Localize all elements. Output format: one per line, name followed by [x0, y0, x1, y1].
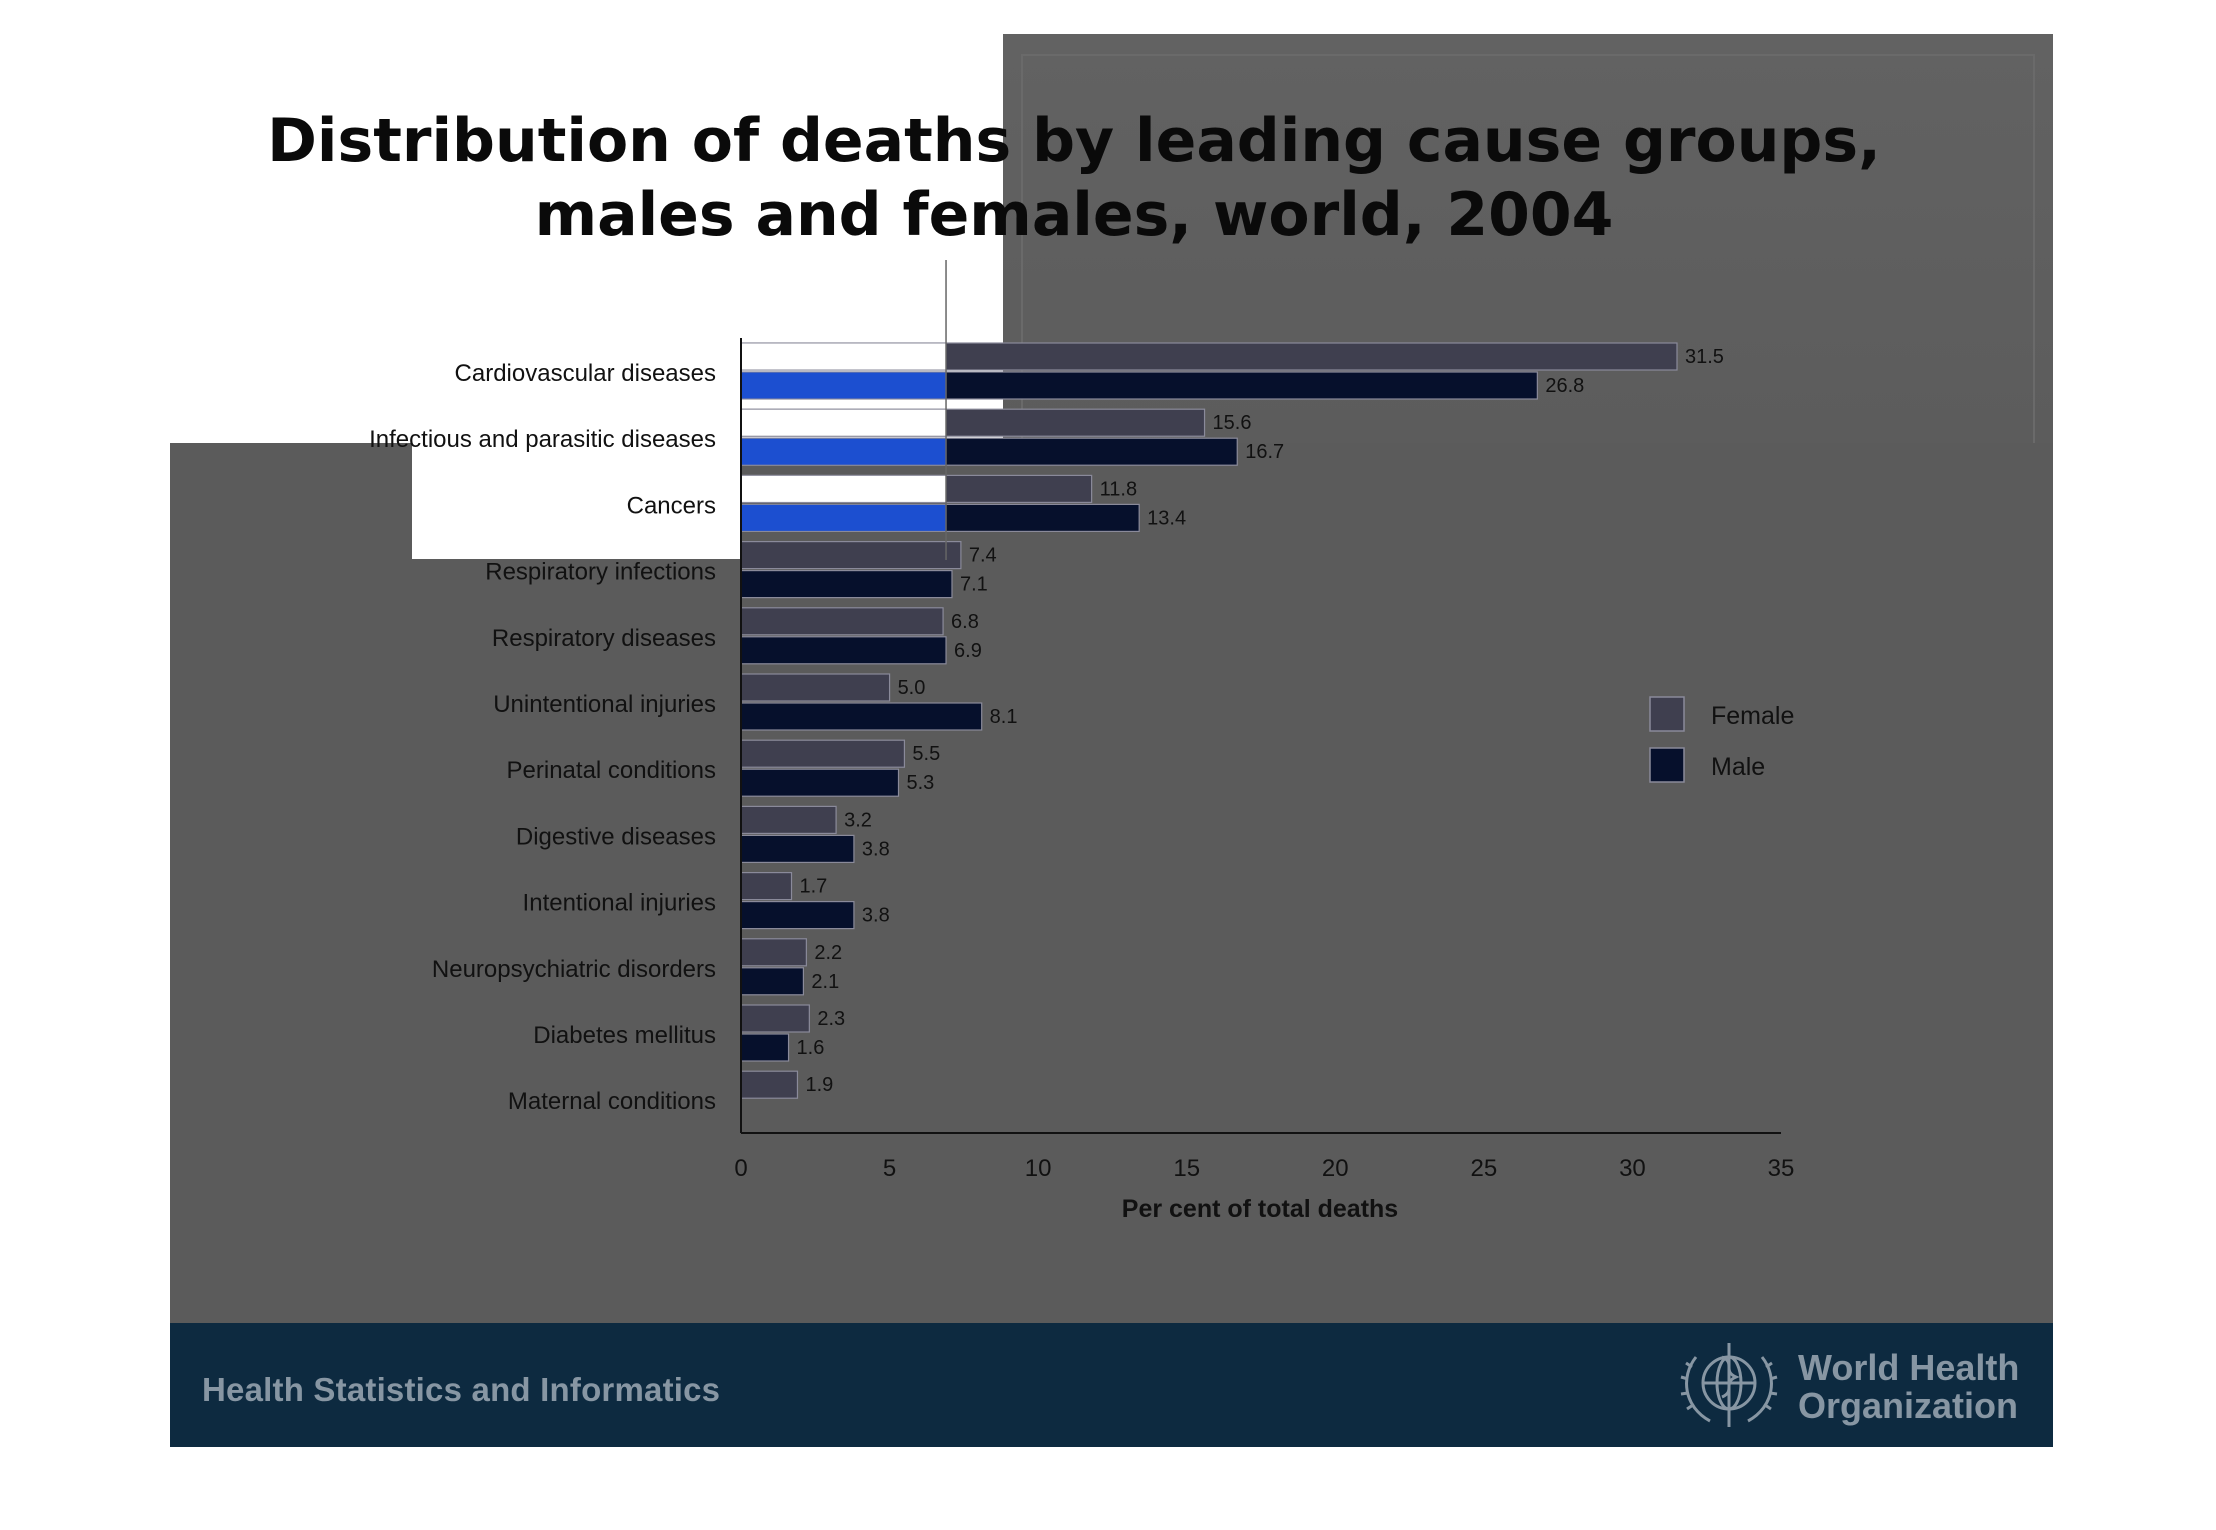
value-label-female-digestive-diseases: 3.2 [844, 809, 872, 831]
category-label-neuropsychiatric-disorders: Neuropsychiatric disorders [432, 956, 716, 983]
category-label-unintentional-injuries: Unintentional injuries [493, 691, 716, 718]
category-label-maternal-conditions: Maternal conditions [508, 1088, 716, 1115]
bars-layer [740, 260, 1678, 1099]
value-label-male-infectious-and-parasitic-diseases: 16.7 [1245, 441, 1284, 463]
slide-frame [1021, 54, 2035, 444]
value-label-male-cardiovascular-diseases: 26.8 [1545, 375, 1584, 397]
highlight-male-cardiovascular-diseases [740, 371, 947, 400]
bar-female-digestive-diseases [740, 805, 837, 835]
value-label-male-unintentional-injuries: 8.1 [990, 706, 1018, 728]
legend-label-male: Male [1711, 753, 1765, 781]
category-label-cardiovascular-diseases: Cardiovascular diseases [455, 360, 716, 387]
x-tick-label: 10 [1025, 1155, 1052, 1182]
who-name-line-1: World Health [1798, 1347, 2020, 1388]
value-label-male-respiratory-infections: 7.1 [960, 574, 988, 596]
value-label-male-neuropsychiatric-disorders: 2.1 [811, 971, 839, 993]
bar-male-digestive-diseases [740, 834, 855, 864]
value-label-female-intentional-injuries: 1.7 [800, 876, 828, 898]
value-label-female-unintentional-injuries: 5.0 [898, 677, 926, 699]
value-label-male-perinatal-conditions: 5.3 [906, 772, 934, 794]
category-label-digestive-diseases: Digestive diseases [516, 823, 716, 850]
bar-male-neuropsychiatric-disorders [740, 967, 805, 996]
x-tick-label: 15 [1173, 1155, 1200, 1182]
value-label-male-intentional-injuries: 3.8 [862, 905, 890, 927]
category-label-infectious-and-parasitic-diseases: Infectious and parasitic diseases [369, 426, 716, 453]
category-label-intentional-injuries: Intentional injuries [523, 890, 716, 917]
highlight-female-cancers [740, 474, 947, 503]
x-tick-label: 20 [1322, 1155, 1349, 1182]
bar-male-respiratory-diseases [740, 636, 947, 665]
value-label-female-cardiovascular-diseases: 31.5 [1685, 346, 1724, 368]
who-name: World Health Organization [1798, 1349, 2019, 1425]
bar-female-diabetes-mellitus [740, 1004, 810, 1033]
x-tick-label: 35 [1768, 1155, 1795, 1182]
x-tick-label: 0 [734, 1155, 747, 1182]
legend-swatch-male [1649, 747, 1685, 783]
bar-male-perinatal-conditions [740, 768, 900, 797]
value-label-female-perinatal-conditions: 5.5 [912, 743, 940, 765]
value-label-female-maternal-conditions: 1.9 [805, 1074, 833, 1096]
labels-layer: 31.5 26.8 Cardiovascular diseases 15.6 16.7 I… [369, 346, 1724, 1115]
highlight-male-infectious-and-parasitic-diseases [740, 437, 947, 466]
value-label-male-respiratory-diseases: 6.9 [954, 640, 982, 662]
bar-female-neuropsychiatric-disorders [740, 938, 807, 967]
bar-female-unintentional-injuries [740, 673, 891, 702]
bar-male-respiratory-infections [740, 569, 953, 599]
x-axis: 0 5 10 15 20 25 30 35 Per cent of total deaths [734, 338, 1794, 1223]
x-tick-label: 25 [1471, 1155, 1498, 1182]
category-label-cancers: Cancers [627, 492, 716, 519]
bar-female-respiratory-diseases [740, 607, 944, 636]
chart-title: Distribution of deaths by leading cause … [170, 104, 1978, 252]
footer-band: Health Statistics and Informatics World … [170, 1323, 2053, 1447]
bar-female-maternal-conditions [740, 1070, 799, 1099]
category-label-respiratory-infections: Respiratory infections [485, 559, 716, 586]
slide-background [170, 443, 2053, 1323]
value-label-female-cancers: 11.8 [1100, 478, 1137, 500]
highlight-female-cardiovascular-diseases [740, 342, 947, 371]
highlight-male-cancers [740, 503, 947, 532]
x-tick-label: 5 [883, 1155, 896, 1182]
value-label-female-diabetes-mellitus: 2.3 [817, 1008, 845, 1030]
title-line-1: Distribution of deaths by leading cause … [267, 106, 1881, 176]
legend-swatch-female [1649, 696, 1685, 732]
bar-male-diabetes-mellitus [740, 1033, 790, 1062]
title-line-2: males and females, world, 2004 [534, 180, 1614, 250]
value-label-female-neuropsychiatric-disorders: 2.2 [814, 942, 842, 964]
x-tick-label: 30 [1619, 1155, 1646, 1182]
highlight-female-infectious-and-parasitic-diseases [740, 408, 947, 437]
value-label-female-respiratory-diseases: 6.8 [951, 611, 979, 633]
value-label-male-cancers: 13.4 [1147, 507, 1186, 529]
bar-female-perinatal-conditions [740, 739, 906, 768]
bar-male-unintentional-injuries [740, 702, 983, 731]
bar-female-intentional-injuries [740, 871, 793, 901]
category-label-perinatal-conditions: Perinatal conditions [507, 757, 716, 784]
legend: Female Male [1649, 696, 1794, 783]
value-label-male-diabetes-mellitus: 1.6 [797, 1037, 825, 1059]
footer-left-text: Health Statistics and Informatics [202, 1371, 721, 1408]
category-label-diabetes-mellitus: Diabetes mellitus [533, 1022, 716, 1049]
who-name-line-2: Organization [1798, 1385, 2019, 1426]
who-emblem-icon [1680, 1343, 1778, 1427]
x-axis-title: Per cent of total deaths [1122, 1195, 1398, 1223]
bar-female-respiratory-infections [740, 540, 962, 570]
value-label-female-respiratory-infections: 7.4 [969, 545, 997, 567]
bar-male-intentional-injuries [740, 900, 855, 930]
value-label-male-digestive-diseases: 3.8 [862, 838, 890, 860]
category-label-respiratory-diseases: Respiratory diseases [492, 625, 716, 652]
overlay-patch [412, 443, 742, 559]
value-label-female-infectious-and-parasitic-diseases: 15.6 [1213, 412, 1252, 434]
legend-label-female: Female [1711, 702, 1794, 730]
